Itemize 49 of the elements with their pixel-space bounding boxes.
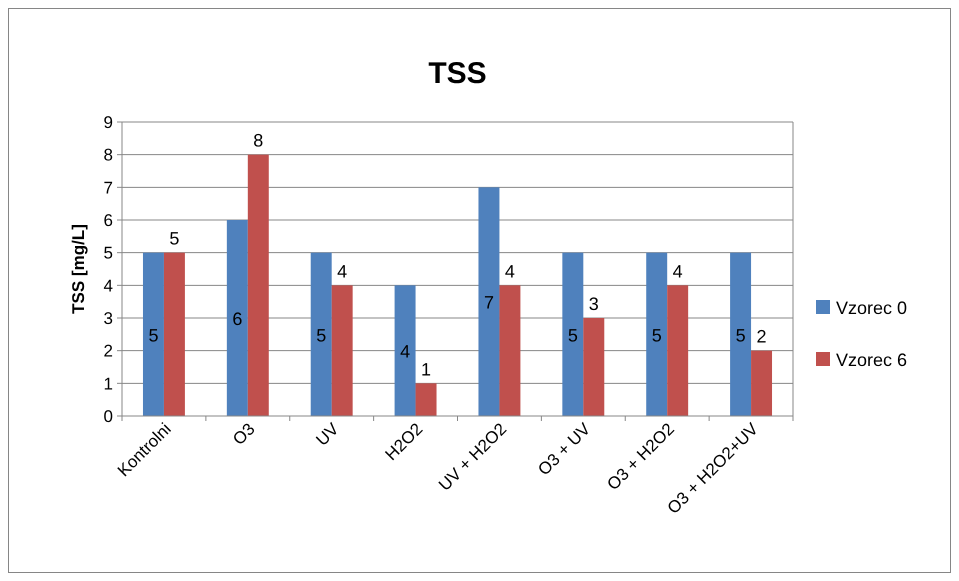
data-label: 8 [253,130,264,151]
data-label: 7 [484,292,494,313]
bar [646,252,668,416]
data-label: 4 [337,261,348,282]
y-tick-label: 8 [104,146,113,165]
data-label: 5 [148,325,158,346]
data-label: 6 [232,309,242,329]
y-tick-label: 9 [104,113,113,132]
legend-label: Vzorec 6 [836,350,908,370]
x-tick-label: UV [312,418,343,450]
bar [416,383,437,416]
x-tick-label: O3 [229,419,259,449]
y-tick-label: 2 [104,342,113,361]
y-tick-label: 5 [104,244,113,263]
data-label: 2 [756,326,767,347]
bar [164,252,185,416]
data-label: 5 [652,325,662,346]
bar [667,285,688,416]
bar [142,252,164,416]
y-tick-label: 0 [104,407,113,426]
y-axis-title: TSS [mg/L] [69,224,88,314]
y-tick-label: 7 [104,178,113,198]
data-label: 5 [169,228,180,249]
y-tick-label: 4 [104,276,113,296]
bar [478,187,500,416]
bar [499,285,520,416]
data-label: 4 [504,261,515,282]
bar [751,350,772,416]
x-tick-label: O3 + UV [534,418,595,480]
data-label: 4 [400,342,410,362]
data-label: 3 [588,294,599,314]
data-label: 1 [421,359,432,380]
legend-label: Vzorec 0 [836,298,908,318]
y-tick-label: 1 [104,374,113,394]
bar [332,285,353,416]
y-tick-label: 3 [104,309,113,328]
bar [730,252,752,416]
bar [310,252,332,416]
bar [583,318,604,416]
bar [226,220,248,416]
bar [248,154,269,416]
bar [394,285,416,416]
data-label: 5 [316,325,326,346]
chart-title: TSS [428,57,487,90]
bar [562,252,584,416]
data-label: 5 [736,325,746,346]
data-label: 5 [568,325,578,346]
y-tick-label: 6 [104,211,113,230]
data-label: 4 [672,261,683,282]
